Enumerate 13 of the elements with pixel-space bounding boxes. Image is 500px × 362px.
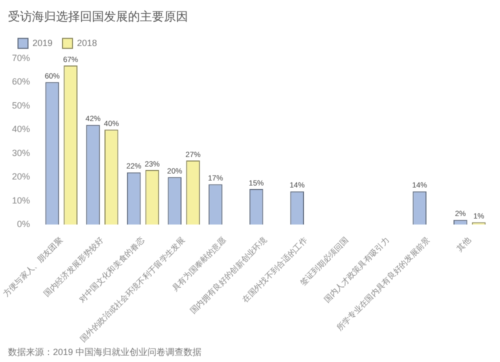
y-tick-label: 20% bbox=[12, 172, 30, 182]
y-tick-label: 70% bbox=[12, 52, 30, 63]
chart-title: 受访海归选择回国发展的主要原因 bbox=[8, 10, 188, 24]
legend-label: 2019 bbox=[32, 38, 53, 48]
legend-label: 2018 bbox=[77, 38, 98, 48]
y-tick-label: 30% bbox=[12, 148, 30, 158]
x-tick-label: 其他 bbox=[454, 236, 473, 254]
y-tick-label: 40% bbox=[12, 124, 30, 134]
y-tick-label: 10% bbox=[12, 195, 30, 206]
y-tick-label: 60% bbox=[12, 76, 30, 87]
source-note: 数据来源：2019 中国海归就业创业问卷调查数据 bbox=[8, 347, 202, 358]
y-tick-label: 50% bbox=[12, 100, 30, 110]
y-tick-label: 0% bbox=[16, 219, 30, 230]
